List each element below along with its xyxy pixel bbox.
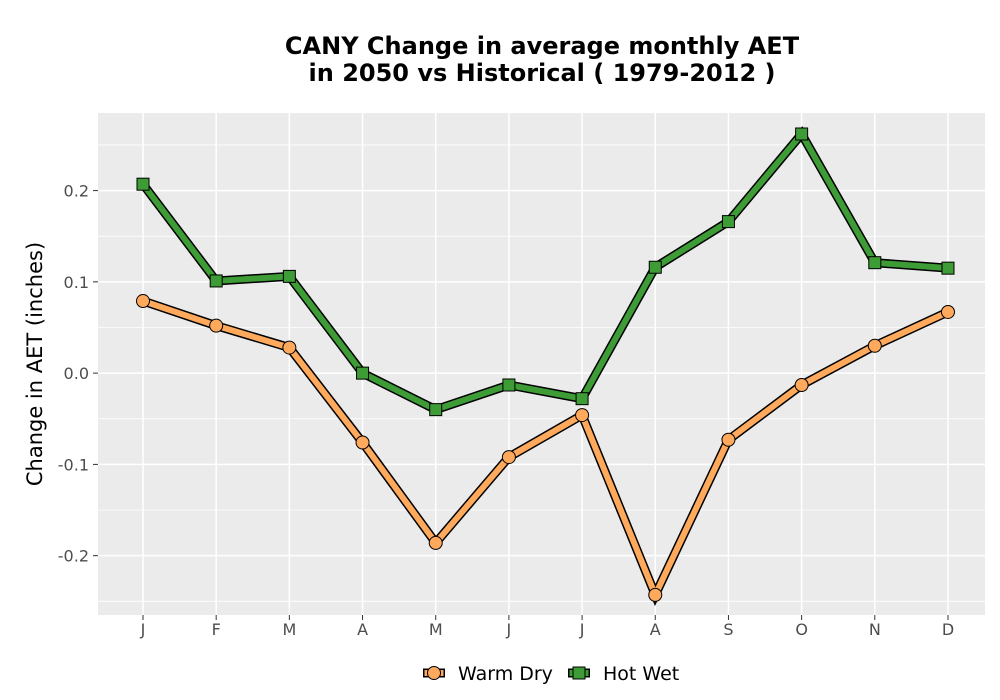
series-0-point-0 xyxy=(136,294,150,309)
x-tick-label-4: M xyxy=(429,620,443,639)
legend: Warm Dry Hot Wet xyxy=(423,663,679,685)
grid-major xyxy=(98,113,985,615)
legend-label-0: Warm Dry xyxy=(458,663,553,685)
series-0-point-5 xyxy=(501,450,516,465)
chart-title: CANY Change in average monthly AET in 20… xyxy=(285,32,800,87)
chart-title-line-1: CANY Change in average monthly AET xyxy=(285,32,800,60)
y-tick-label-2: 0.0 xyxy=(64,364,89,383)
x-tick-label-1: F xyxy=(212,620,221,639)
legend-label-1: Hot Wet xyxy=(603,663,679,685)
x-tick-label-9: O xyxy=(795,620,808,639)
y-tick-label-1: -0.1 xyxy=(58,455,89,474)
x-tick-label-3: A xyxy=(357,620,368,639)
series-1-line xyxy=(140,128,949,413)
y-tick-label-3: 0.1 xyxy=(64,273,89,292)
series-0-point-4 xyxy=(428,535,443,550)
series-1-point-7 xyxy=(648,260,662,274)
x-tick-label-10: N xyxy=(869,620,881,639)
y-tick-label-0: -0.2 xyxy=(58,547,89,566)
x-tick-label-5: J xyxy=(506,620,512,639)
series-0-point-8 xyxy=(721,432,736,447)
series-1-point-10 xyxy=(868,256,882,270)
series-0-point-3 xyxy=(355,435,370,450)
y-axis-ticks: -0.2 -0.1 0.0 0.1 0.2 xyxy=(58,182,98,566)
series-1-point-5 xyxy=(502,378,516,392)
series-0-point-10 xyxy=(867,338,882,353)
y-tick-label-4: 0.2 xyxy=(64,182,89,201)
x-tick-label-2: M xyxy=(282,620,296,639)
grid-minor xyxy=(98,144,985,602)
legend-item-1: Hot Wet xyxy=(568,663,679,685)
chart-title-line-2: in 2050 vs Historical ( 1979-2012 ) xyxy=(309,59,776,87)
series-1-point-9 xyxy=(795,127,809,141)
legend-item-0: Warm Dry xyxy=(423,663,553,685)
series-0-point-1 xyxy=(209,318,224,333)
legend-key-marker-0 xyxy=(427,666,441,680)
series-0 xyxy=(136,294,955,607)
series-layer xyxy=(136,126,955,607)
series-0-point-9 xyxy=(794,377,809,392)
series-0-point-6 xyxy=(575,408,590,423)
y-axis-title: Change in AET (inches) xyxy=(23,242,47,486)
series-1 xyxy=(136,126,955,417)
series-0-point-11 xyxy=(940,304,955,319)
series-0-point-2 xyxy=(282,340,297,355)
series-1-point-3 xyxy=(356,366,370,380)
series-1-point-2 xyxy=(282,269,296,283)
series-1-point-0 xyxy=(136,177,150,191)
series-1-point-6 xyxy=(575,392,589,406)
plot-panel xyxy=(98,113,985,615)
legend-key-marker-1 xyxy=(572,666,586,680)
x-tick-label-0: J xyxy=(140,620,146,639)
x-tick-label-8: S xyxy=(723,620,733,639)
series-0-line xyxy=(142,298,950,603)
x-tick-label-6: J xyxy=(579,620,585,639)
x-tick-label-7: A xyxy=(650,620,661,639)
series-0-point-7 xyxy=(648,587,663,602)
series-1-point-11 xyxy=(941,261,955,275)
series-1-point-4 xyxy=(429,403,443,417)
series-1-point-1 xyxy=(209,274,223,288)
x-tick-label-11: D xyxy=(942,620,954,639)
series-1-point-8 xyxy=(721,215,735,229)
